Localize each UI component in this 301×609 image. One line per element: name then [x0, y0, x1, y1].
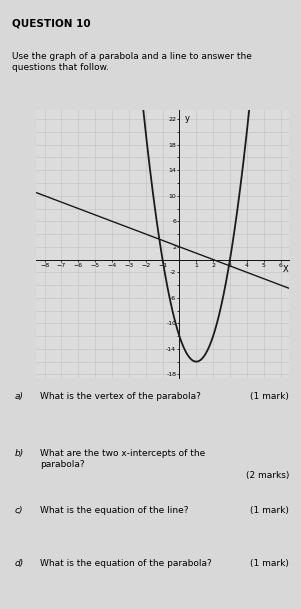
Text: What is the vertex of the parabola?: What is the vertex of the parabola? [40, 392, 201, 401]
Text: d): d) [15, 559, 24, 568]
Text: a): a) [15, 392, 24, 401]
Text: (1 mark): (1 mark) [250, 507, 289, 515]
Text: X: X [283, 265, 289, 273]
Text: (1 mark): (1 mark) [250, 559, 289, 568]
Text: (2 marks): (2 marks) [246, 471, 289, 481]
Text: y: y [185, 114, 189, 123]
Text: (1 mark): (1 mark) [250, 392, 289, 401]
Text: Use the graph of a parabola and a line to answer the
questions that follow.: Use the graph of a parabola and a line t… [12, 52, 252, 72]
Text: What is the equation of the line?: What is the equation of the line? [40, 507, 188, 515]
Text: c): c) [15, 507, 23, 515]
Text: QUESTION 10: QUESTION 10 [12, 18, 91, 28]
Text: What are the two x-intercepts of the
parabola?: What are the two x-intercepts of the par… [40, 449, 205, 469]
Text: b): b) [15, 449, 24, 459]
Text: What is the equation of the parabola?: What is the equation of the parabola? [40, 559, 212, 568]
